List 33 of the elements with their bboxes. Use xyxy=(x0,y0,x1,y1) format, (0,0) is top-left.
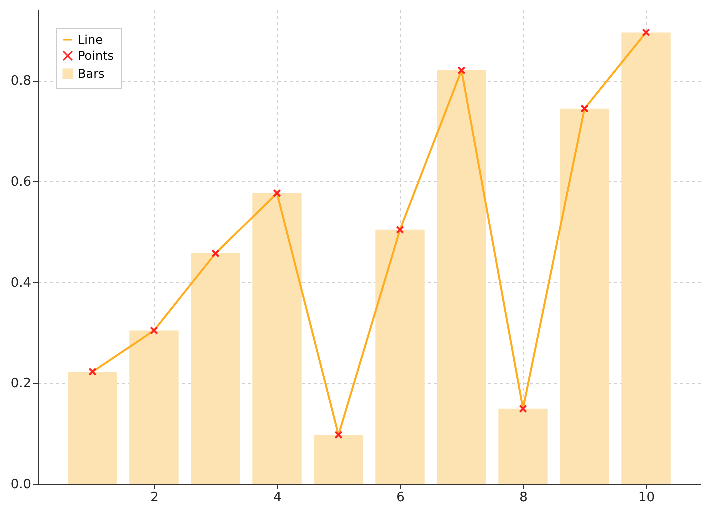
x-tick-label: 4 xyxy=(274,490,282,506)
x-tick-label: 8 xyxy=(520,490,528,506)
legend-label: Points xyxy=(78,49,114,63)
y-tick-label: 0.0 xyxy=(10,478,32,492)
bar xyxy=(191,254,240,484)
x-tick-label: 6 xyxy=(396,490,405,506)
point xyxy=(88,368,97,376)
point xyxy=(334,430,343,440)
point xyxy=(458,66,466,75)
point xyxy=(150,326,158,335)
x-tick-label: 10 xyxy=(638,490,656,506)
point xyxy=(273,189,282,198)
bar xyxy=(252,194,302,484)
bar xyxy=(314,435,364,484)
point xyxy=(642,28,650,37)
bar xyxy=(498,408,548,484)
bar xyxy=(437,70,486,484)
point xyxy=(580,104,589,113)
x-tick-label: 2 xyxy=(150,490,159,506)
bar xyxy=(376,230,425,484)
legend-label: Line xyxy=(78,33,104,47)
point xyxy=(212,249,220,258)
y-tick-label: 0.2 xyxy=(10,376,32,392)
bar xyxy=(130,330,179,484)
point xyxy=(519,404,528,414)
bar xyxy=(622,32,671,484)
point xyxy=(396,226,404,234)
bar xyxy=(68,372,118,484)
y-tick-label: 0.8 xyxy=(10,74,32,90)
bar xyxy=(560,108,610,484)
legend-label: Bars xyxy=(78,67,105,81)
y-tick-label: 0.4 xyxy=(10,276,32,291)
y-tick-label: 0.6 xyxy=(10,174,32,190)
